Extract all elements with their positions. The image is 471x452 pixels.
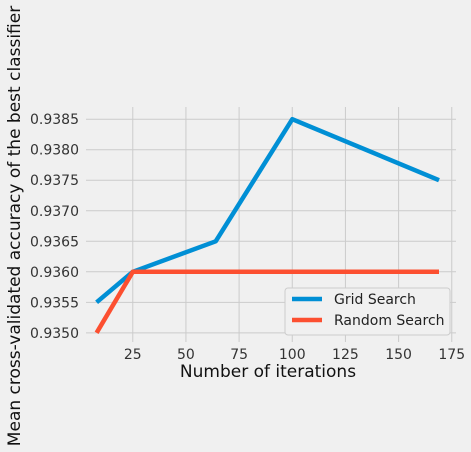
x-tick-label: 75: [230, 347, 248, 363]
series-line-random-search: [94, 269, 439, 334]
x-tick-labels: 25 50 75 100 125 150 175: [124, 347, 465, 363]
x-tick-label: 150: [385, 347, 412, 363]
legend-label-grid-search: Grid Search: [334, 292, 416, 308]
y-tick-label: 0.9380: [30, 143, 79, 159]
y-tick-label: 0.9350: [30, 326, 79, 342]
x-tick-label: 25: [124, 347, 142, 363]
y-tick-label: 0.9370: [30, 204, 79, 220]
y-tick-label: 0.9375: [30, 173, 79, 189]
x-tick-label: 125: [332, 347, 359, 363]
y-tick-label: 0.9385: [30, 112, 79, 128]
x-tick-label: 175: [438, 347, 465, 363]
y-tick-label: 0.9360: [30, 265, 79, 281]
y-tick-labels: 0.9350 0.9355 0.9360 0.9365 0.9370 0.9375 0.93…: [30, 112, 79, 342]
y-axis-label: Mean cross-validated accuracy of the bes…: [5, 6, 25, 446]
x-tick-label: 50: [177, 347, 195, 363]
series-lines: [94, 116, 440, 334]
x-axis-label: Number of iterations: [180, 362, 356, 382]
legend: Grid Search Random Search: [284, 287, 451, 336]
y-tick-label: 0.9355: [30, 295, 79, 311]
y-tick-label: 0.9365: [30, 234, 79, 250]
x-tick-label: 100: [279, 347, 306, 363]
legend-label-random-search: Random Search: [334, 313, 445, 329]
legend-box: [284, 287, 451, 336]
